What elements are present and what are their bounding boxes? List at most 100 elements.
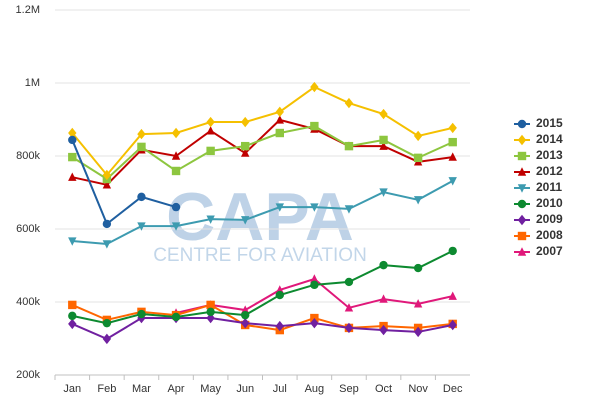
point: [448, 152, 457, 161]
point: [68, 237, 77, 246]
point: [206, 300, 215, 310]
point: [413, 130, 423, 142]
point: [102, 318, 112, 328]
point: [517, 199, 527, 209]
point: [137, 128, 146, 140]
point: [68, 127, 77, 139]
series-line: [72, 250, 454, 325]
point: [379, 188, 388, 197]
point: [241, 148, 250, 157]
point: [275, 320, 284, 332]
point: [310, 280, 319, 290]
y-tick-label: 1M: [25, 77, 40, 89]
x-tick-label: Jul: [273, 383, 287, 395]
point: [102, 219, 112, 229]
point: [379, 108, 388, 120]
x-tick-label: Sep: [339, 383, 359, 395]
point: [206, 116, 215, 128]
point: [448, 177, 457, 186]
point: [206, 146, 215, 156]
point: [344, 205, 354, 214]
point: [413, 153, 423, 163]
point: [206, 126, 215, 135]
legend-label: 2012: [536, 164, 563, 178]
point: [310, 121, 319, 131]
watermark: CAPA: [166, 179, 354, 255]
y-tick-label: 1.2M: [16, 4, 40, 16]
point: [413, 326, 423, 338]
point: [344, 141, 354, 151]
point: [171, 127, 181, 139]
point: [68, 135, 77, 145]
point: [275, 290, 284, 300]
legend-label: 2011: [536, 180, 562, 194]
point: [171, 202, 181, 212]
point: [206, 215, 215, 224]
x-tick-label: May: [200, 383, 221, 395]
point: [310, 274, 319, 283]
watermark-subtitle: CENTRE FOR AVIATION: [153, 245, 367, 266]
point: [206, 312, 215, 324]
point: [102, 240, 112, 249]
point: [68, 300, 77, 310]
x-tick-label: Jun: [236, 383, 254, 395]
point: [379, 135, 388, 145]
point: [171, 151, 181, 160]
point: [517, 231, 527, 241]
point: [102, 169, 112, 181]
point: [379, 260, 388, 270]
point: [171, 166, 181, 176]
x-tick-label: Nov: [408, 383, 428, 395]
point: [517, 184, 527, 193]
x-tick-label: Oct: [375, 383, 392, 395]
series-line: [72, 179, 454, 245]
point: [171, 312, 181, 322]
point: [241, 310, 250, 320]
point: [241, 141, 250, 151]
y-tick-label: 800k: [16, 150, 40, 162]
point: [310, 81, 319, 93]
x-tick-label: Feb: [97, 383, 116, 395]
point: [68, 152, 77, 162]
point: [241, 116, 250, 128]
series-line: [71, 125, 454, 181]
point: [448, 246, 457, 256]
point: [517, 119, 527, 129]
point: [517, 214, 527, 226]
point: [517, 247, 527, 256]
point: [448, 137, 457, 147]
point: [102, 333, 112, 345]
series-line: [72, 118, 453, 186]
legend-label: 2013: [536, 148, 563, 162]
point: [171, 222, 181, 231]
legend-label: 2014: [536, 132, 563, 146]
point: [379, 141, 388, 150]
point: [275, 115, 284, 124]
point: [68, 311, 77, 321]
x-tick-label: Apr: [167, 383, 184, 395]
point: [517, 151, 527, 161]
point: [517, 167, 527, 176]
y-tick-label: 200k: [16, 369, 40, 381]
point: [413, 263, 423, 273]
x-tick-label: Jan: [63, 383, 81, 395]
point: [344, 277, 354, 287]
legend-label: 2009: [536, 212, 563, 226]
point: [448, 319, 457, 331]
legend-label: 2015: [536, 116, 563, 130]
series-line: [71, 303, 453, 332]
legend-label: 2008: [536, 228, 563, 242]
y-tick-label: 600k: [16, 223, 40, 235]
point: [344, 97, 354, 109]
point: [310, 203, 319, 212]
point: [310, 317, 319, 329]
point: [275, 203, 284, 212]
point: [344, 322, 354, 334]
point: [448, 291, 457, 300]
point: [137, 222, 146, 231]
legend-label: 2007: [536, 244, 563, 258]
point: [379, 294, 388, 303]
point: [379, 324, 388, 336]
point: [275, 106, 284, 118]
